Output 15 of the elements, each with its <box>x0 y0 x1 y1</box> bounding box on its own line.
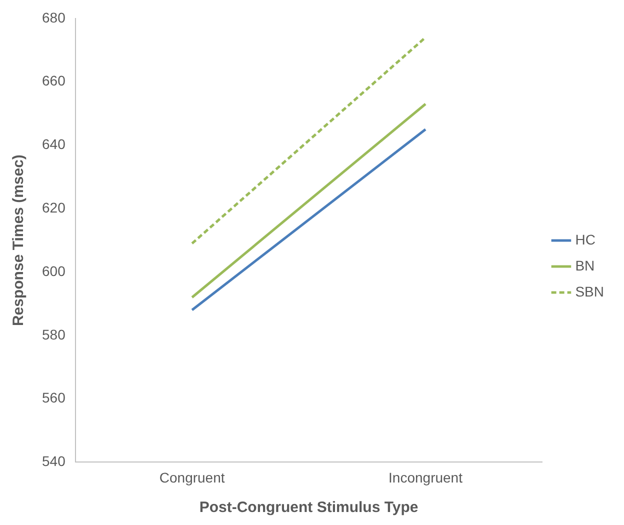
y-tick-label: 600 <box>42 262 66 279</box>
legend-label: BN <box>575 257 595 274</box>
x-axis-title: Post-Congruent Stimulus Type <box>199 499 418 516</box>
y-tick-label: 680 <box>42 9 66 26</box>
y-axis-title: Response Times (msec) <box>10 154 28 326</box>
y-tick-label: 640 <box>42 136 66 152</box>
x-tick-label: Congruent <box>159 469 225 486</box>
x-tick-label: Incongruent <box>388 469 463 486</box>
legend-label: HC <box>575 231 596 248</box>
y-tick-label: 540 <box>42 453 66 470</box>
legend-label: SBN <box>575 283 604 300</box>
y-tick-label: 620 <box>42 199 66 216</box>
y-tick-label: 580 <box>42 326 66 342</box>
y-tick-label: 660 <box>42 72 66 89</box>
y-tick-label: 560 <box>42 390 66 406</box>
